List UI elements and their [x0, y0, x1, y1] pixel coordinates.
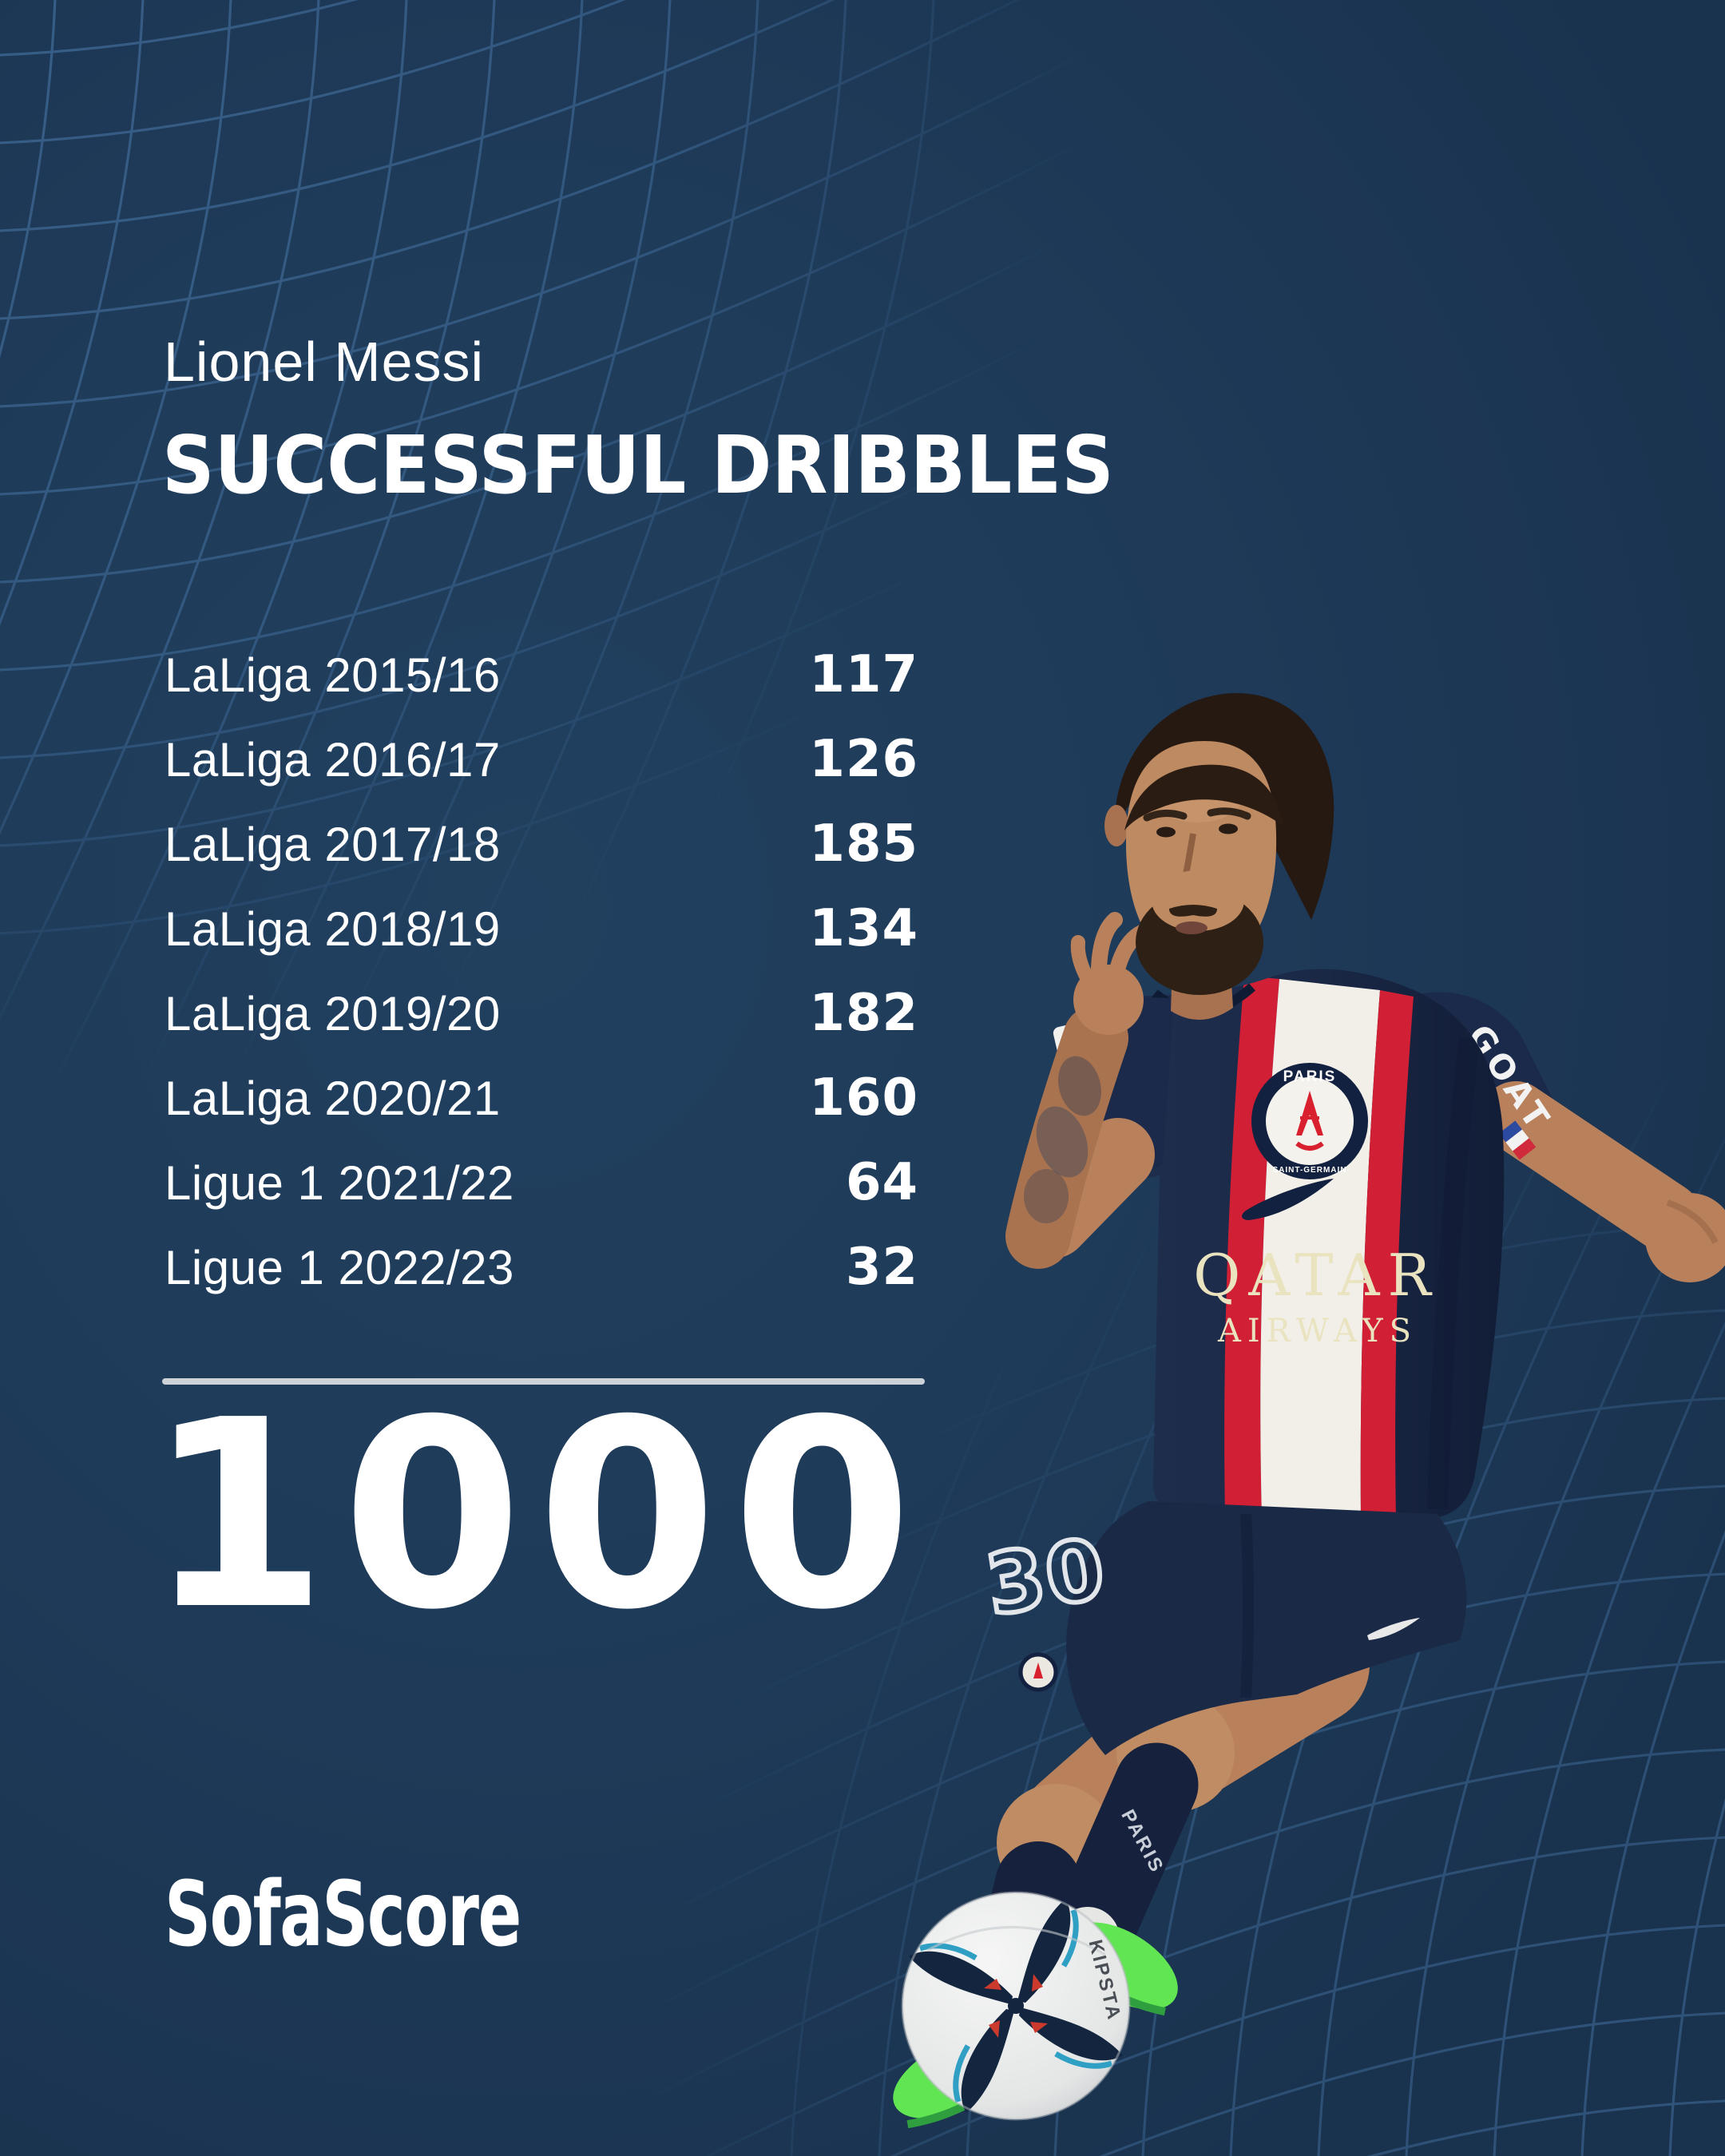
shorts-swoosh-icon [1367, 1618, 1420, 1640]
infographic-title: SUCCESSFUL DRIBBLES [162, 422, 1208, 509]
crest-saint-germain-text: SAINT-GERMAIN [1273, 1166, 1347, 1175]
stat-label: LaLiga 2018/19 [165, 902, 501, 956]
stat-value: 185 [809, 814, 918, 874]
shorts-fold [1240, 1513, 1254, 1698]
stat-value: 134 [809, 899, 918, 958]
knuckle-shade [1666, 1199, 1719, 1244]
stat-value: 117 [809, 645, 918, 704]
thumb [1070, 935, 1095, 986]
crest-paris-text: PARIS [1283, 1068, 1337, 1085]
fist [1645, 1193, 1725, 1282]
near-arm [1005, 912, 1174, 1269]
player-name: Lionel Messi [164, 331, 485, 393]
stat-label: Ligue 1 2021/22 [165, 1155, 514, 1210]
tattoo-1 [1036, 1106, 1089, 1178]
tattoo-2 [1058, 1056, 1101, 1116]
tattoo-3 [1024, 1169, 1069, 1223]
ball-seam [927, 1926, 1106, 1956]
sofascore-logo-text: SofaScore [165, 1863, 521, 1967]
sofascore-logo: SofaScore [165, 1870, 659, 1960]
nike-swoosh-icon [1242, 1179, 1334, 1220]
ball-pattern [909, 1899, 1123, 2113]
stats-list: LaLiga 2015/16 117 LaLiga 2016/17 126 La… [165, 632, 918, 1310]
shorts: 30 [978, 1501, 1467, 1755]
stat-row: LaLiga 2020/21 160 [165, 1056, 918, 1140]
shorts-body [1066, 1501, 1467, 1755]
shorts-crest-patch [1018, 1652, 1058, 1692]
total-value: 1000 [147, 1364, 927, 1667]
jersey-sponsor-qatar: QATAR [1193, 1242, 1438, 1309]
cheeks [1152, 870, 1244, 931]
eye-left [1156, 826, 1176, 838]
near-shin-sock [1053, 1742, 1199, 1965]
eye-right [1219, 823, 1238, 834]
stat-label: LaLiga 2020/21 [165, 1071, 501, 1125]
stat-row: LaLiga 2015/16 117 [165, 632, 918, 717]
stat-value: 160 [809, 1068, 918, 1128]
psg-crest: PARIS SAINT-GERMAIN [1251, 1063, 1368, 1179]
stat-label: LaLiga 2016/17 [165, 732, 501, 787]
stat-row: Ligue 1 2021/22 64 [165, 1140, 918, 1225]
stat-value: 32 [845, 1238, 918, 1297]
infographic-title-text: SUCCESSFUL DRIBBLES [162, 418, 1114, 512]
eiffel-tower-icon [1296, 1091, 1323, 1135]
shorts-number: 30 [980, 1520, 1112, 1635]
stat-label: LaLiga 2019/20 [165, 986, 501, 1040]
stat-label: LaLiga 2017/18 [165, 817, 501, 871]
head [1104, 693, 1334, 1021]
stat-label: Ligue 1 2022/23 [165, 1240, 514, 1294]
stat-row: LaLiga 2017/18 185 [165, 802, 918, 886]
stat-value: 64 [845, 1153, 918, 1212]
brow-right [1207, 807, 1251, 820]
stat-value: 126 [809, 730, 918, 789]
stat-row: LaLiga 2016/17 126 [165, 717, 918, 802]
hair-fringe [1124, 764, 1283, 830]
mouth [1176, 921, 1208, 934]
brow-left [1143, 810, 1188, 822]
stat-row: LaLiga 2019/20 182 [165, 971, 918, 1056]
total-divider [162, 1378, 925, 1385]
jersey-sponsor-airways: AIRWAYS [1217, 1313, 1418, 1349]
stat-row: LaLiga 2018/19 134 [165, 886, 918, 971]
messi-photo: GOAT PARIS [893, 693, 1725, 2129]
finger-2 [1091, 912, 1123, 976]
france-flag-patch [1498, 1120, 1537, 1160]
jersey-fold-shade [1427, 1036, 1480, 1510]
crest-cradle [1295, 1141, 1324, 1151]
mustache [1169, 905, 1217, 917]
stat-label: LaLiga 2015/16 [165, 648, 501, 702]
ear [1104, 805, 1128, 846]
stripe-red-right [1360, 990, 1414, 1519]
stat-row: Ligue 1 2022/23 32 [165, 1225, 918, 1310]
stat-value: 182 [809, 984, 918, 1043]
ball-seam-outline [901, 1891, 1131, 2121]
far-forearm [1481, 1081, 1701, 1252]
ball: KIPSTA [901, 1891, 1131, 2121]
